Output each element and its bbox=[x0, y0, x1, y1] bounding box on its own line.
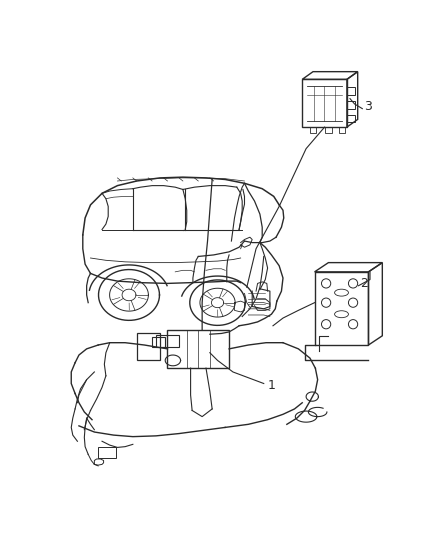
Text: 2: 2 bbox=[360, 277, 368, 290]
Text: 3: 3 bbox=[364, 100, 372, 113]
Text: 1: 1 bbox=[268, 379, 276, 392]
